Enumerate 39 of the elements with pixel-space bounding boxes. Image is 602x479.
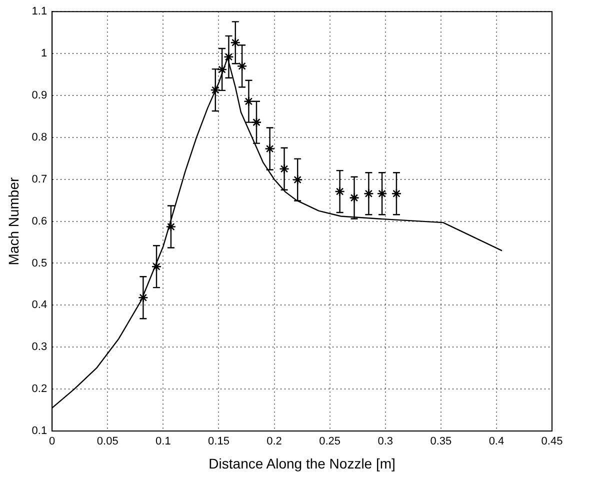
y-tick-label: 0.3 <box>32 341 48 354</box>
y-tick-label: 1.1 <box>32 6 48 18</box>
y-tick-label: 0.4 <box>32 299 48 312</box>
x-tick-label: 0.15 <box>208 436 230 448</box>
y-axis-title: Mach Number <box>5 177 22 266</box>
y-tick-label: 1 <box>40 48 48 60</box>
point <box>292 174 303 185</box>
y-tick-label: 0.6 <box>32 215 48 228</box>
x-axis-title: Distance Along the Nozzle [m] <box>208 455 396 472</box>
y-tick-label: 0.2 <box>32 383 48 396</box>
point <box>138 292 148 303</box>
point <box>166 222 176 232</box>
point <box>349 192 360 203</box>
y-tick-label: 0.8 <box>32 131 48 144</box>
y-tick-label: 0.1 <box>32 425 48 438</box>
y-tick-label: 0.7 <box>32 173 48 186</box>
y-tick-label: 0.9 <box>32 90 48 102</box>
point <box>244 96 254 106</box>
x-tick-label: 0.05 <box>96 436 118 448</box>
point <box>364 188 374 199</box>
point <box>264 144 275 154</box>
point <box>151 261 162 272</box>
x-tick-label: 0.2 <box>266 436 282 448</box>
x-tick-label: 0.3 <box>378 436 394 448</box>
point <box>279 164 290 174</box>
point <box>376 188 388 199</box>
point <box>236 60 248 72</box>
x-tick-label: 0.45 <box>541 436 563 448</box>
x-tick-label: 0 <box>49 436 56 448</box>
point <box>230 37 241 48</box>
y-tick-label: 0.5 <box>32 257 48 270</box>
point <box>224 52 234 62</box>
x-tick-label: 0.25 <box>319 436 341 448</box>
x-tick-label: 0.1 <box>156 436 171 448</box>
point <box>334 186 345 197</box>
x-tick-label: 0.35 <box>430 436 452 448</box>
point <box>391 188 402 199</box>
x-tick-label: 0.4 <box>488 436 504 448</box>
point <box>210 84 221 96</box>
